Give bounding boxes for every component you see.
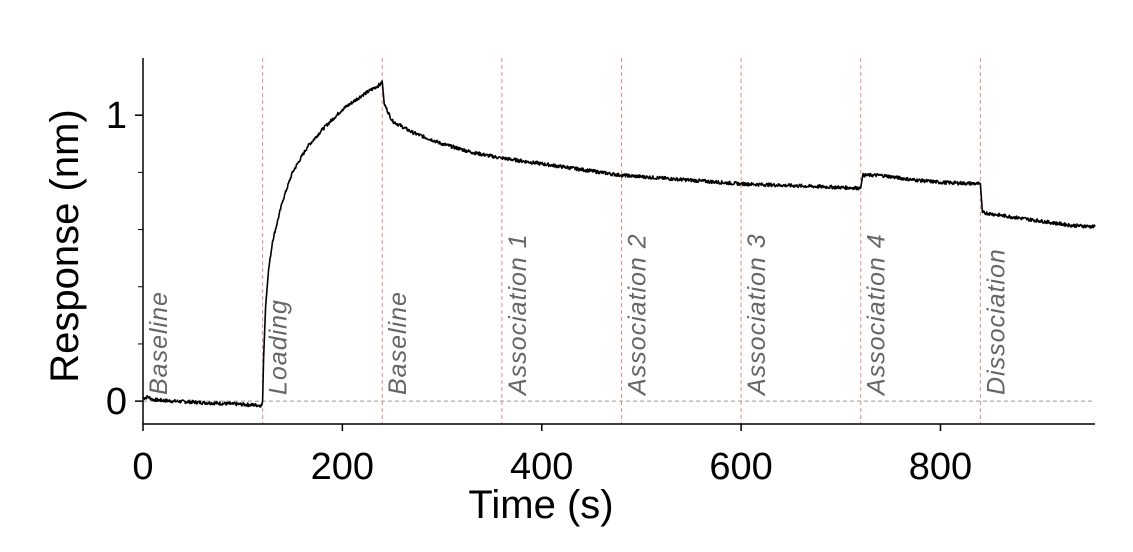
step-labels: Baseline Loading Baseline Association 1 Asso… — [145, 233, 1010, 397]
x-tick-label-1: 200 — [311, 446, 374, 488]
x-tick-label-2: 400 — [510, 446, 573, 488]
step-label-4: Association 1 — [504, 233, 532, 397]
y-tick-label-1: 1 — [106, 95, 127, 137]
x-axis-ticks: 0 200 400 600 800 — [132, 424, 972, 488]
step-label-6: Association 3 — [743, 233, 771, 397]
x-tick-label-3: 600 — [709, 446, 772, 488]
step-label-1: Baseline — [145, 291, 173, 395]
y-tick-label-0: 0 — [106, 381, 127, 423]
step-label-2: Loading — [265, 299, 293, 395]
step-label-3: Baseline — [384, 291, 412, 395]
step-label-7: Association 4 — [863, 233, 891, 397]
x-tick-label-0: 0 — [132, 446, 153, 488]
step-label-5: Association 2 — [623, 233, 651, 397]
y-axis-title: Response (nm) — [43, 109, 87, 382]
step-boundary-lines — [262, 58, 981, 424]
response-trace — [142, 80, 1096, 408]
step-label-8: Dissociation — [982, 248, 1010, 395]
y-axis-ticks: 01 — [106, 95, 143, 423]
x-tick-label-4: 800 — [909, 446, 972, 488]
x-axis-title: Time (s) — [468, 483, 613, 527]
